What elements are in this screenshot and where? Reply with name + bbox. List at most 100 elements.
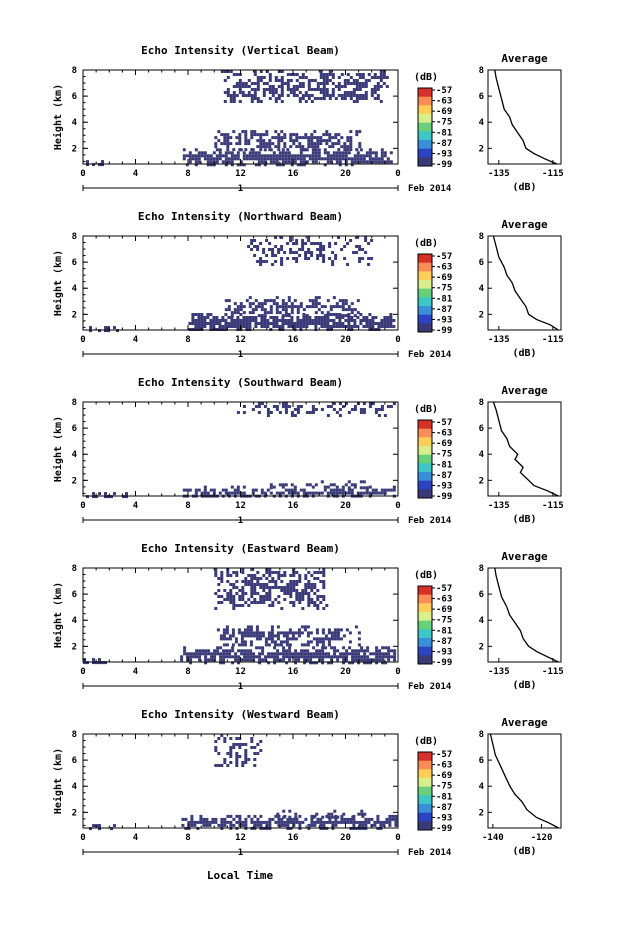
echo-cell-region-4 <box>307 97 311 100</box>
echo-cell-region-2 <box>225 649 229 653</box>
echo-cell-region-4 <box>290 411 294 414</box>
echo-cell-region-2 <box>338 488 342 492</box>
echo-cell-region-4 <box>328 70 332 73</box>
echo-cell-region-2 <box>317 148 321 152</box>
echo-cell-region-4 <box>292 571 296 574</box>
echo-cell-region-2 <box>336 655 340 659</box>
echo-cell-region-3 <box>295 133 299 137</box>
echo-cell-region-4 <box>259 79 263 82</box>
echo-cell-region-3 <box>276 812 280 816</box>
echo-cell-region-4 <box>268 248 272 251</box>
echo-cell-region-2 <box>203 151 207 155</box>
echo-cell-region-4 <box>343 97 347 100</box>
echo-cell-region-4 <box>319 245 323 248</box>
echo-cell-region-3 <box>307 136 311 140</box>
echo-cell-region-2 <box>311 322 315 325</box>
echo-cell-region-2 <box>211 817 215 821</box>
echo-cell-region-3 <box>289 145 293 149</box>
echo-cell-region-2 <box>269 160 273 164</box>
echo-cell-region-2 <box>182 148 186 152</box>
echo-cell-region-3 <box>308 299 312 303</box>
echo-cell-region-2 <box>215 160 219 164</box>
echo-cell-region-2 <box>192 652 196 656</box>
echo-cell-region-3 <box>347 480 351 484</box>
echo-cell-region-2 <box>299 151 303 155</box>
echo-cell-region-4 <box>274 598 278 601</box>
echo-cell-region-2 <box>330 658 334 662</box>
echo-cell-region-3 <box>324 634 328 638</box>
echo-cell-region-2 <box>276 652 280 656</box>
echo-cell-region-2 <box>374 154 378 158</box>
echo-cell-region-4 <box>265 598 269 601</box>
echo-cell-region-3 <box>222 634 226 638</box>
echo-cell-region-4 <box>268 91 272 94</box>
y-tick-label: 8 <box>72 66 77 76</box>
echo-cell-region-2 <box>334 817 338 821</box>
echo-cell-region-2 <box>212 151 216 155</box>
echo-cell-region-3 <box>282 631 286 635</box>
echo-cell-region-2 <box>215 322 219 325</box>
echo-cell-region-4 <box>268 589 272 592</box>
echo-cell-region-3 <box>342 812 346 816</box>
echo-cell-region-4 <box>235 604 239 607</box>
echo-cell-region-2 <box>220 817 224 821</box>
echo-cell-region-2 <box>338 160 342 164</box>
echo-cell-region-1 <box>92 824 95 828</box>
echo-cell-region-2 <box>239 322 243 325</box>
echo-cell-region-3 <box>330 815 334 819</box>
echo-cell-region-4 <box>241 82 245 85</box>
echo-cell-region-4 <box>295 242 299 245</box>
echo-cell-region-2 <box>184 817 188 821</box>
echo-cell-region-2 <box>249 652 253 656</box>
echo-cell-region-2 <box>359 322 363 325</box>
echo-cell-region-3 <box>255 631 259 635</box>
x-tick-label: 0 <box>395 667 400 677</box>
echo-cell-region-4 <box>355 236 359 239</box>
echo-cell-region-3 <box>269 308 273 312</box>
x-tick-label: 0 <box>395 501 400 511</box>
echo-cell-region-4 <box>226 88 230 91</box>
echo-cell-region-2 <box>339 652 343 656</box>
echo-cell-region-2 <box>370 817 374 821</box>
echo-cell-region-3 <box>310 136 314 140</box>
echo-cell-region-1 <box>98 658 101 662</box>
echo-cell-region-2 <box>359 157 363 161</box>
echo-cell-region-4 <box>223 70 227 73</box>
echo-cell-region-2 <box>256 823 260 827</box>
echo-cell-region-3 <box>358 130 362 134</box>
echo-cell-region-3 <box>341 302 345 306</box>
echo-cell-region-2 <box>363 661 367 665</box>
echo-cell-region-4 <box>316 571 320 574</box>
colorbar-segment <box>418 463 432 473</box>
echo-cell-region-4 <box>376 82 380 85</box>
echo-cell-region-4 <box>322 245 326 248</box>
echo-cell-region-2 <box>342 652 346 656</box>
echo-cell-region-4 <box>274 245 278 248</box>
echo-cell-region-4 <box>223 761 227 764</box>
echo-cell-region-2 <box>254 157 258 161</box>
echo-cell-region-3 <box>227 305 231 309</box>
echo-cell-region-3 <box>261 634 265 638</box>
echo-cell-region-3 <box>316 136 320 140</box>
echo-cell-region-4 <box>226 598 230 601</box>
echo-cell-region-2 <box>297 652 301 656</box>
echo-cell-region-4 <box>268 97 272 100</box>
echo-cell-region-4 <box>334 257 338 260</box>
echo-cell-region-4 <box>241 571 245 574</box>
colorbar-segment <box>418 786 432 796</box>
colorbar-tick-label: -75 <box>436 782 452 792</box>
echo-cell-region-4 <box>262 598 266 601</box>
echo-cell-region-2 <box>236 322 240 325</box>
profile-x-tick-label: -115 <box>542 501 564 511</box>
echo-cell-region-2 <box>277 823 281 827</box>
echo-cell-region-3 <box>362 486 366 490</box>
echo-cell-region-2 <box>383 154 387 158</box>
echo-cell-region-2 <box>368 491 372 495</box>
echo-cell-region-4 <box>250 583 254 586</box>
echo-cell-region-2 <box>206 157 210 161</box>
echo-cell-region-2 <box>282 655 286 659</box>
echo-cell-region-2 <box>388 814 392 818</box>
echo-cell-region-2 <box>326 154 330 158</box>
echo-cell-region-4 <box>296 411 300 414</box>
echo-cell-region-4 <box>292 251 296 254</box>
